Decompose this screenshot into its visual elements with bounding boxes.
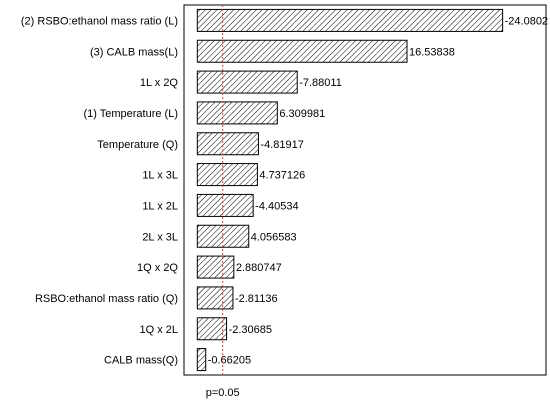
category-label: Temperature (Q) [97, 139, 178, 151]
plot-area [183, 4, 547, 376]
value-label: -24.0802 [505, 15, 548, 27]
bar [196, 39, 408, 63]
bar [196, 132, 259, 156]
bar [196, 193, 254, 217]
value-label: 4.737126 [259, 170, 305, 182]
significance-label: p=0.05 [206, 387, 240, 399]
category-label: 1L x 3L [142, 170, 178, 182]
bar [196, 70, 298, 94]
bar [196, 8, 504, 32]
category-label: (3) CALB mass(L) [90, 46, 178, 58]
category-label: (1) Temperature (L) [83, 108, 178, 120]
value-label: 16.53838 [409, 46, 455, 58]
category-label: RSBO:ethanol mass ratio (Q) [35, 293, 178, 305]
value-label: -7.88011 [299, 77, 342, 89]
value-label: -0.66205 [208, 355, 251, 367]
value-label: -2.81136 [235, 293, 278, 305]
value-label: 6.309981 [279, 108, 325, 120]
bar [196, 317, 228, 341]
bar [196, 286, 234, 310]
category-label: 1L x 2Q [140, 77, 179, 89]
category-label: 2L x 3L [142, 231, 178, 243]
bar [196, 348, 207, 372]
bar [196, 224, 250, 248]
value-label: -4.40534 [255, 200, 298, 212]
value-label: 4.056583 [251, 231, 297, 243]
category-label: 1L x 2L [142, 200, 178, 212]
bar [196, 163, 258, 187]
bar [196, 255, 235, 279]
value-label: 2.880747 [236, 262, 282, 274]
value-label: -2.30685 [229, 324, 272, 336]
category-label: 1Q x 2Q [137, 262, 178, 274]
bar [196, 101, 278, 125]
category-label: CALB mass(Q) [104, 355, 178, 367]
category-label: 1Q x 2L [139, 324, 178, 336]
value-label: -4.81917 [260, 139, 303, 151]
category-label: (2) RSBO:ethanol mass ratio (L) [21, 15, 178, 27]
